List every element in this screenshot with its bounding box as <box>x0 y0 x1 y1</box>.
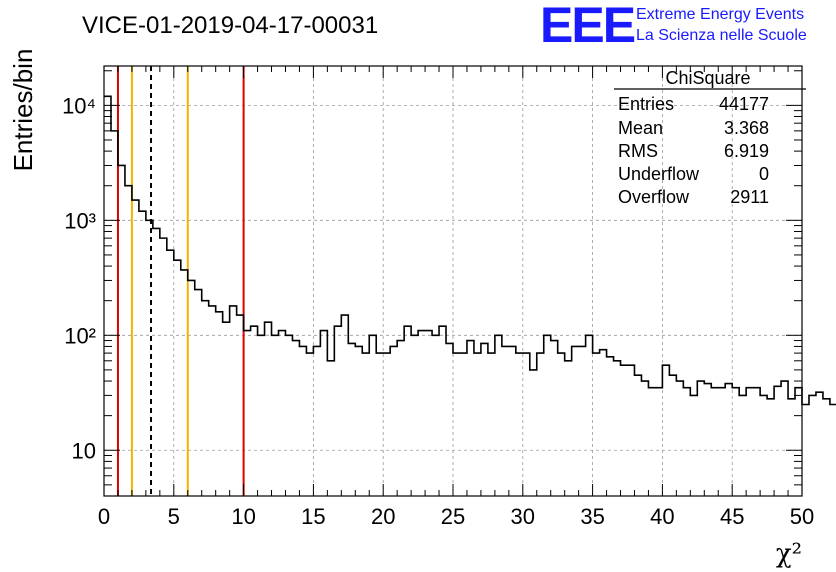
plot-frame <box>103 65 803 497</box>
x-tick-label: 0 <box>98 504 110 529</box>
stats-label-mean: Mean <box>618 118 663 138</box>
y-tick-label: 10³ <box>64 208 96 233</box>
stats-box: ChiSquare Entries 44177 Mean 3.368 RMS 6… <box>614 68 806 207</box>
stats-value-mean: 3.368 <box>724 118 769 138</box>
stats-title: ChiSquare <box>665 68 750 88</box>
stats-label-entries: Entries <box>618 94 674 114</box>
stats-value-entries: 44177 <box>719 94 769 114</box>
stats-label-underflow: Underflow <box>618 164 700 184</box>
x-tick-label: 50 <box>790 504 814 529</box>
logo-line-2: La Scienza nelle Scuole <box>636 27 807 44</box>
x-tick-label: 25 <box>441 504 465 529</box>
x-tick-label: 5 <box>168 504 180 529</box>
stats-label-rms: RMS <box>618 141 658 161</box>
x-tick-label: 45 <box>720 504 744 529</box>
x-tick-label: 10 <box>231 504 255 529</box>
eee-logo: EEE Extreme Energy Events La Scienza nel… <box>540 0 807 53</box>
logo-line-1: Extreme Energy Events <box>636 6 804 23</box>
x-tick-label: 30 <box>511 504 535 529</box>
stats-value-rms: 6.919 <box>724 141 769 161</box>
y-tick-label: 10 <box>72 438 96 463</box>
x-tick-label: 40 <box>650 504 674 529</box>
stats-value-underflow: 0 <box>759 164 769 184</box>
grid-layer <box>104 66 802 496</box>
x-tick-label: 20 <box>371 504 395 529</box>
chart-title: VICE-01-2019-04-17-00031 <box>82 12 378 39</box>
histogram-line <box>104 95 836 406</box>
stats-label-overflow: Overflow <box>618 187 690 207</box>
x-axis-label: χ² <box>776 539 802 569</box>
x-tick-label: 35 <box>580 504 604 529</box>
y-tick-label: 10⁴ <box>62 93 96 118</box>
marker-layer <box>116 66 245 496</box>
x-tick-label: 15 <box>301 504 325 529</box>
y-axis-label: Entries/bin <box>8 49 38 172</box>
axis-layer: 0 5 10 15 20 25 30 35 40 45 50 10 10² 10³ 10⁴ <box>62 65 814 529</box>
stats-value-overflow: 2911 <box>730 187 769 207</box>
logo-mark: EEE <box>540 0 635 53</box>
y-tick-label: 10² <box>64 323 96 348</box>
